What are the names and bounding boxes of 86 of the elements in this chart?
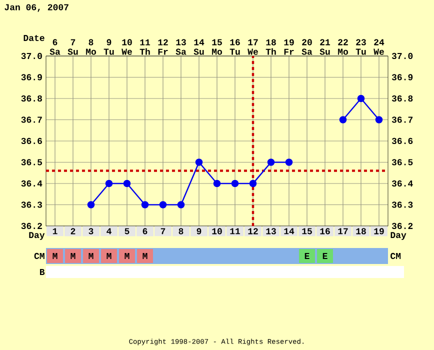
point bbox=[195, 158, 203, 166]
x-tick-label: 17 We bbox=[248, 39, 258, 55]
x2-tick-label: 2 bbox=[70, 228, 76, 234]
point bbox=[231, 180, 239, 188]
x2-tick-label: 18 bbox=[356, 228, 366, 234]
x-axis-title: Date bbox=[24, 34, 44, 42]
text: M bbox=[52, 253, 58, 259]
text: Day bbox=[390, 232, 406, 240]
y2-tick-label: 36.2 bbox=[392, 222, 413, 230]
x-tick-label: 8 Mo bbox=[86, 39, 96, 55]
x-tick-label: 11 Th bbox=[140, 39, 150, 55]
x2-tick-label: 4 bbox=[106, 228, 112, 234]
y2-tick-label: 36.8 bbox=[392, 95, 413, 102]
text: CM bbox=[390, 252, 401, 260]
x-tick-label: 16 Tu bbox=[230, 39, 240, 55]
x2-tick-label: 8 bbox=[178, 228, 184, 234]
x2-tick-label: 12 bbox=[248, 228, 258, 234]
text: B bbox=[40, 269, 45, 275]
x2-tick-label: 9 bbox=[196, 228, 202, 234]
y-tick-label: 36.3 bbox=[21, 202, 42, 208]
point bbox=[87, 201, 95, 208]
x2-tick-label: 3 bbox=[88, 228, 94, 234]
y-tick-label: 36.6 bbox=[21, 138, 42, 144]
y-tick-label: 36.5 bbox=[21, 159, 42, 166]
point bbox=[249, 180, 257, 188]
x2-tick-label: 17 bbox=[338, 228, 348, 234]
text: M bbox=[88, 253, 94, 259]
x2-tick-label: 11 bbox=[230, 228, 240, 234]
y-tick-label: 36.4 bbox=[21, 180, 42, 187]
x-tick-label: 20 Sa bbox=[302, 39, 312, 55]
y2-tick-label: 36.6 bbox=[392, 138, 413, 144]
y-tick-label: 36.8 bbox=[21, 95, 42, 102]
x-tick-label: 10 We bbox=[122, 39, 132, 55]
x2-tick-label: 1 bbox=[52, 228, 58, 234]
x-tick-label: 12 Fr bbox=[158, 39, 168, 55]
x-tick-label: 21 Su bbox=[320, 39, 330, 55]
x2-tick-label: 15 bbox=[302, 228, 312, 234]
text: M bbox=[70, 253, 76, 259]
x2-tick-label: 14 bbox=[284, 228, 294, 234]
x-tick-label: 19 Fr bbox=[284, 39, 294, 55]
point bbox=[285, 158, 293, 166]
point bbox=[357, 94, 365, 102]
y2-tick-label: 36.9 bbox=[392, 74, 413, 80]
x-tick-label: 7 Su bbox=[68, 39, 78, 55]
x2-tick-label: 19 bbox=[374, 228, 384, 234]
y2-tick-label: 37.0 bbox=[392, 52, 413, 60]
x-tick-label: 14 Su bbox=[194, 39, 204, 55]
x-tick-label: 22 Mo bbox=[338, 39, 348, 55]
y2-tick-label: 36.3 bbox=[392, 202, 413, 208]
point bbox=[375, 116, 383, 124]
text: M bbox=[106, 253, 112, 259]
x-tick-label: 18 Th bbox=[266, 39, 276, 55]
point bbox=[213, 180, 221, 188]
chart-title: Jan 06, 2007 bbox=[4, 4, 68, 12]
y-tick-label: 36.7 bbox=[21, 116, 42, 123]
x2-tick-label: 7 bbox=[160, 228, 166, 234]
point bbox=[123, 180, 131, 188]
x2-tick-label: 10 bbox=[212, 228, 222, 234]
y2-tick-label: 36.4 bbox=[392, 180, 413, 187]
text: M bbox=[142, 253, 148, 259]
point bbox=[267, 158, 275, 166]
y-tick-label: 37.0 bbox=[21, 52, 42, 60]
x-tick-label: 9 Tu bbox=[104, 39, 114, 55]
text: E bbox=[322, 253, 328, 259]
y-tick-label: 36.9 bbox=[21, 74, 42, 80]
x2-axis-title: Day bbox=[29, 232, 45, 240]
text: CM bbox=[34, 252, 44, 260]
x-tick-label: 6 Sa bbox=[50, 39, 60, 55]
y2-tick-label: 36.5 bbox=[392, 159, 413, 166]
x-tick-label: 23 Tu bbox=[356, 39, 366, 55]
x2-tick-label: 5 bbox=[124, 228, 130, 234]
text: M bbox=[124, 253, 130, 259]
x2-tick-label: 16 bbox=[320, 228, 330, 234]
point bbox=[177, 201, 185, 208]
x2-tick-label: 13 bbox=[266, 228, 276, 234]
x-tick-label: 15 Mo bbox=[212, 39, 222, 55]
x-tick-label: 13 Sa bbox=[176, 39, 186, 55]
y-tick-label: 36.2 bbox=[21, 222, 42, 230]
point bbox=[339, 116, 347, 124]
text: E bbox=[304, 253, 310, 259]
point bbox=[141, 201, 149, 208]
x-tick-label: 24 We bbox=[374, 39, 384, 55]
point bbox=[105, 180, 113, 188]
y2-tick-label: 36.7 bbox=[392, 116, 413, 123]
point bbox=[159, 201, 167, 208]
x2-tick-label: 6 bbox=[142, 228, 148, 234]
